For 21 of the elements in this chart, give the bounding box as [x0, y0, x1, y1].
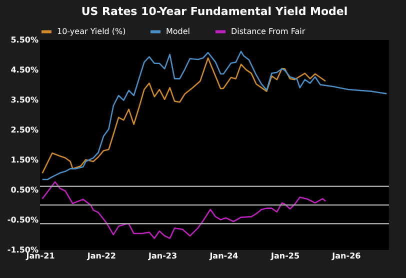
legend-label: 10-year Yield (%): [57, 26, 126, 36]
y-tick-label: 1.50%: [10, 156, 38, 164]
legend-label: Model: [166, 26, 190, 36]
line-series: [42, 181, 326, 239]
y-tick-label: 3.50%: [10, 96, 38, 104]
x-tick-label: Jan-25: [270, 252, 300, 260]
line-series: [42, 50, 388, 180]
y-tick-label: 4.50%: [10, 66, 38, 74]
x-tick-label: Jan-24: [208, 252, 239, 260]
x-tick-label: Jan-21: [25, 252, 56, 260]
x-tick-label: Jan-26: [331, 252, 362, 260]
y-tick-label: 5.50%: [10, 36, 38, 44]
y-tick-label: 0.50%: [10, 186, 38, 194]
legend-label: Distance From Fair: [231, 26, 306, 36]
x-tick-label: Jan-22: [86, 252, 116, 260]
line-series: [42, 57, 326, 174]
y-tick-label: 2.50%: [10, 126, 38, 134]
y-tick-label: -0.50%: [7, 216, 38, 224]
y-tick-label: -1.50%: [7, 246, 38, 254]
x-tick-label: Jan-23: [148, 252, 178, 260]
chart-title: US Rates 10-Year Fundamental Yield Model: [81, 5, 348, 18]
